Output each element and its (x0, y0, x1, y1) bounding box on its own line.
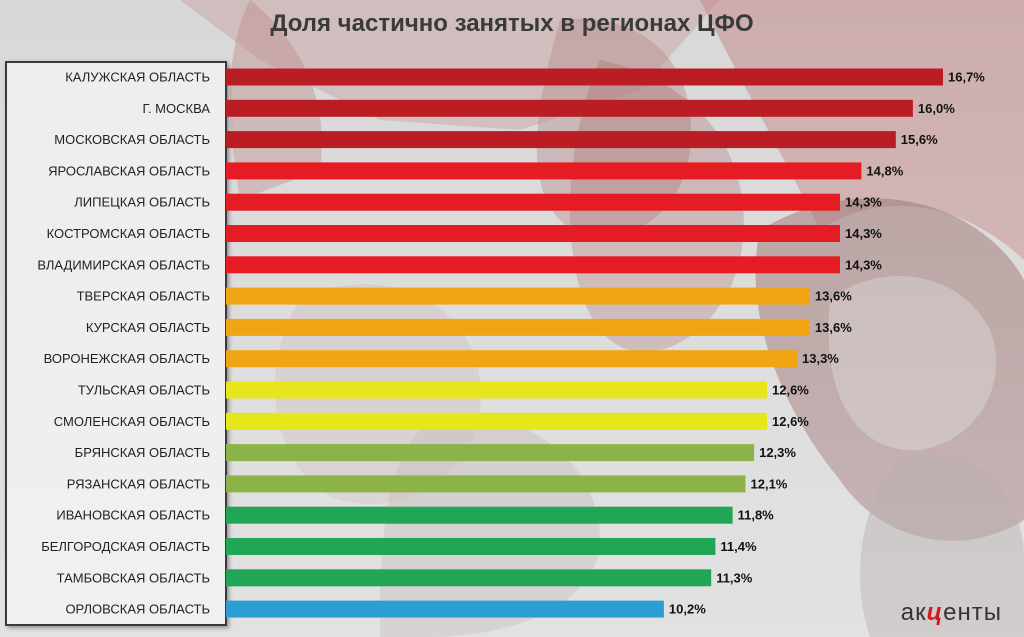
category-label: ИВАНОВСКАЯ ОБЛАСТЬ (56, 508, 210, 523)
bar (226, 225, 840, 242)
category-label: РЯЗАНСКАЯ ОБЛАСТЬ (67, 476, 210, 491)
value-label: 13,6% (815, 289, 852, 304)
bar (226, 475, 746, 493)
bar (226, 444, 755, 462)
category-label: ТАМБОВСКАЯ ОБЛАСТЬ (57, 570, 210, 585)
value-label: 16,7% (948, 70, 985, 85)
bar (226, 412, 767, 430)
value-label: 14,3% (845, 226, 882, 241)
logo: акценты (901, 599, 1002, 627)
bar (226, 193, 840, 211)
category-label: МОСКОВСКАЯ ОБЛАСТЬ (54, 132, 210, 147)
value-label: 11,4% (720, 539, 757, 554)
category-label: КУРСКАЯ ОБЛАСТЬ (86, 320, 210, 335)
value-label: 14,3% (845, 195, 882, 210)
category-label: БРЯНСКАЯ ОБЛАСТЬ (75, 445, 210, 460)
value-label: 16,0% (918, 101, 955, 116)
bar (226, 99, 913, 117)
value-label: 12,6% (772, 414, 809, 429)
bar (226, 162, 862, 180)
logo-text-start: ак (900, 599, 927, 626)
bar (226, 256, 840, 274)
bar (226, 506, 733, 524)
value-label: 11,3% (716, 570, 753, 585)
category-label: ОРЛОВСКАЯ ОБЛАСТЬ (65, 602, 210, 617)
category-label: Г. МОСКВА (143, 101, 211, 116)
value-label: 13,3% (802, 351, 839, 366)
category-label-panel (5, 61, 227, 626)
value-label: 10,2% (669, 602, 706, 617)
category-label: КАЛУЖСКАЯ ОБЛАСТЬ (65, 70, 210, 85)
category-label: ЛИПЕЦКАЯ ОБЛАСТЬ (74, 195, 210, 210)
bar (226, 131, 896, 149)
value-label: 12,3% (759, 445, 796, 460)
category-label: ВЛАДИМИРСКАЯ ОБЛАСТЬ (37, 257, 210, 272)
value-label: 14,8% (866, 163, 903, 178)
value-label: 15,6% (901, 132, 938, 147)
bar (226, 350, 797, 368)
category-label: ВОРОНЕЖСКАЯ ОБЛАСТЬ (44, 351, 210, 366)
logo-text-end: енты (943, 599, 1002, 626)
category-label: СМОЛЕНСКАЯ ОБЛАСТЬ (54, 414, 210, 429)
chart-title: Доля частично занятых в регионах ЦФО (270, 10, 754, 37)
category-label: ЯРОСЛАВСКАЯ ОБЛАСТЬ (48, 163, 210, 178)
value-label: 14,3% (845, 257, 882, 272)
logo-text-mid: ц (926, 599, 944, 626)
value-label: 11,8% (738, 508, 775, 523)
bar (226, 318, 810, 336)
bar (226, 538, 716, 555)
bar (226, 600, 664, 618)
bar (226, 569, 712, 587)
bar (226, 68, 943, 86)
category-label: БЕЛГОРОДСКАЯ ОБЛАСТЬ (41, 539, 210, 554)
category-label: КОСТРОМСКАЯ ОБЛАСТЬ (47, 226, 210, 241)
bar (226, 381, 767, 399)
value-label: 12,1% (751, 476, 788, 491)
value-label: 13,6% (815, 320, 852, 335)
category-label: ТВЕРСКАЯ ОБЛАСТЬ (77, 289, 210, 304)
bar (226, 287, 810, 305)
value-label: 12,6% (772, 383, 809, 398)
category-label: ТУЛЬСКАЯ ОБЛАСТЬ (78, 383, 210, 398)
